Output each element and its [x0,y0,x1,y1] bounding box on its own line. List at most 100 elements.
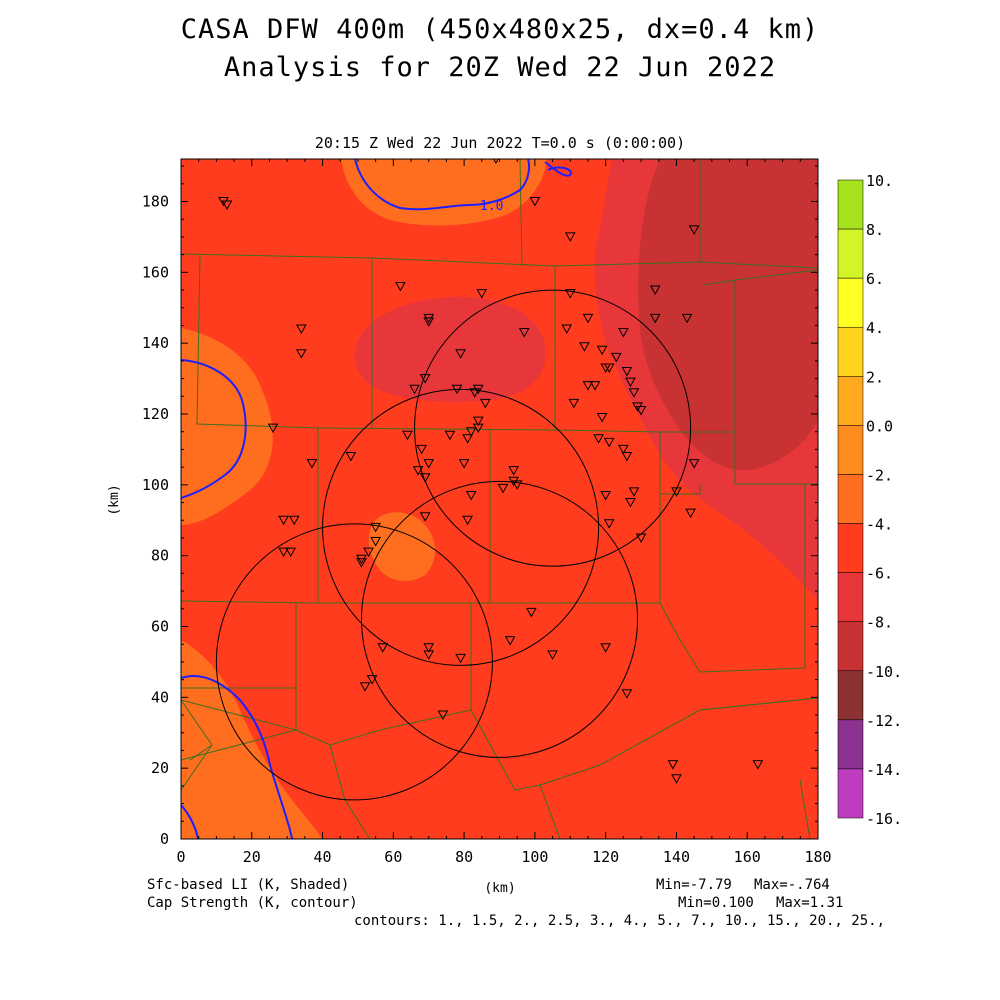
li-shade-orange-center [368,512,436,582]
station-marker [419,512,431,522]
li-shade-orange-bottomleft [181,640,322,839]
station-marker [511,480,523,490]
y-tick-label: 140 [142,334,169,352]
radar-ring-1 [414,289,692,567]
colorbar-segment [837,326,864,377]
li-shade-orange-top [341,159,547,226]
map-subtitle: Analysis for 20Z Wed 22 Jun 2022 [223,52,777,83]
station-marker [625,377,636,388]
station-marker [600,643,612,653]
y-tick-label: 180 [142,193,169,211]
station-marker [423,459,435,469]
station-marker [295,349,307,359]
station-marker [525,607,537,618]
station-marker [472,423,484,434]
contour-field-name: Cap Strength (K, contour) [147,895,358,911]
li-shade-red-center [354,296,546,402]
colorbar-segment [837,179,864,230]
station-marker [423,650,435,660]
station-marker [688,459,700,469]
station-marker [529,197,541,207]
colorbar-segment [837,523,864,573]
station-marker [671,487,682,497]
colorbar-segment [837,670,864,721]
station-marker [561,324,573,335]
station-marker [688,225,700,235]
colorbar-segment [837,719,864,770]
station-marker [419,473,431,483]
x-tick-label: 120 [592,848,619,866]
shaded-max: Max=-.764 [754,877,830,893]
station-marker [628,487,640,497]
y-tick-label: 100 [142,476,169,494]
station-marker [356,558,367,568]
station-marker [306,459,318,469]
station-marker [462,434,474,444]
li-shade-darkred-ne [638,159,818,471]
colorbar-label: -2. [866,466,893,484]
x-tick-label: 60 [384,848,402,866]
station-marker [462,515,474,526]
colorbar-label: 4. [866,319,884,337]
y-tick-label: 40 [151,688,169,706]
station-marker [582,381,594,391]
colorbar-label: 0.0 [866,417,893,435]
colorbar-label: 8. [866,221,884,239]
station-marker [458,459,470,469]
colorbar-segment [837,474,864,524]
colorbar-label: -4. [866,516,893,534]
x-tick-label: 160 [734,848,761,866]
colorbar-label: -16. [866,810,902,828]
station-marker [412,466,424,476]
station-marker [649,313,661,324]
contour-levels: contours: 1., 1.5, 2., 2.5, 3., 4., 5., … [354,913,886,929]
station-marker [508,466,520,476]
station-marker [295,324,307,335]
station-marker [497,483,509,494]
colorbar-segment [837,768,864,819]
colorbar-segment [837,621,864,672]
station-marker [600,490,612,501]
county-boundaries [181,159,818,839]
x-tick-label: 40 [314,848,332,866]
x-axis-label: (km) [484,881,515,896]
station-marker [423,317,435,327]
station-marker [444,430,456,441]
station-marker [455,349,466,359]
station-marker [564,232,576,242]
station-marker [596,413,608,423]
radar-ring-3 [215,523,493,801]
y-tick-label: 120 [142,405,169,423]
station-marker [547,650,558,660]
station-marker [416,444,427,455]
map-plot-area: 1.0 [181,159,818,839]
station-marker [667,760,679,770]
contour-min: Min=0.100 [678,895,754,911]
station-marker [635,533,647,543]
station-marker [621,689,633,699]
station-marker [423,643,435,653]
station-marker [632,402,643,412]
y-axis-label: (km) [107,484,122,515]
station-marker [370,522,381,533]
station-marker [465,490,477,501]
shaded-min: Min=-7.79 [656,877,732,893]
contour-label: 1.0 [480,199,503,214]
x-tick-label: 140 [663,848,690,866]
station-marker [568,398,580,409]
y-tick-label: 0 [160,830,169,848]
radar-ring-4 [360,480,639,758]
colorbar-label: 2. [866,368,884,386]
colorbar-label: -10. [866,663,902,681]
station-marker [366,675,378,685]
colorbar-segment [837,572,864,622]
station-marker [518,328,530,338]
station-marker [582,313,594,324]
contour-max: Max=1.31 [776,895,844,911]
colorbar: 10. 8. 6. 4. 2. 0.0 -2. -4. -6. -8. -10. -12. -14. -1… [837,172,902,828]
colorbar-segment [837,277,864,328]
shaded-field-name: Sfc-based LI (K, Shaded) [147,877,350,893]
station-marker [437,710,449,721]
y-axis: 0 20 40 60 80 100 120 140 160 180 [142,165,818,848]
